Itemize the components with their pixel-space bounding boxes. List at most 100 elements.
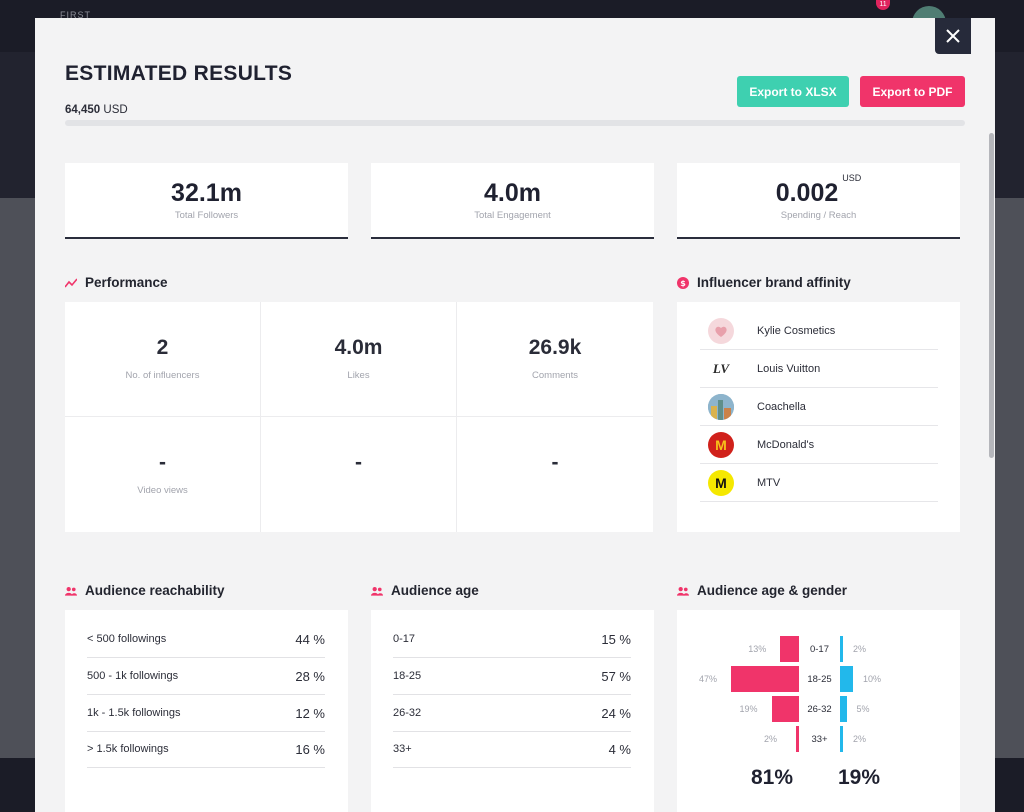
- female-pct-label: 2%: [764, 734, 778, 744]
- perf-value: 4.0m: [334, 336, 383, 359]
- budget-value: 64,450: [65, 104, 101, 116]
- brand-affinity-list: Kylie Cosmetics LV Louis Vuitton Coachel…: [677, 302, 960, 532]
- brand-row-kylie-cosmetics[interactable]: Kylie Cosmetics: [700, 312, 938, 350]
- brand-name: MTV: [757, 476, 781, 489]
- row-label: 18-25: [393, 670, 422, 682]
- female-bar: [771, 696, 799, 722]
- perf-label: No. of influencers: [125, 370, 200, 381]
- stat-value: 32.1m: [171, 179, 242, 207]
- male-pct-label: 10%: [863, 674, 882, 684]
- age-gender-heading: Audience age & gender: [677, 583, 847, 598]
- stat-label: Total Engagement: [474, 210, 551, 221]
- list-item: 0-17 15 %: [393, 621, 631, 658]
- stat-total-engagement: 4.0m Total Engagement: [371, 163, 654, 239]
- list-item: > 1.5k followings 16 %: [87, 731, 325, 768]
- list-item: 26-32 24 %: [393, 695, 631, 732]
- mtv-logo: M: [708, 469, 734, 496]
- row-label: 1k - 1.5k followings: [87, 707, 181, 719]
- row-value: 12 %: [295, 705, 325, 721]
- stat-unit: USD: [842, 173, 862, 183]
- perf-value: 2: [156, 336, 169, 359]
- perf-value: -: [355, 451, 362, 474]
- stat-value: 0.002: [775, 179, 839, 207]
- estimated-results-modal: ESTIMATED RESULTS 64,450 USD Export to X…: [35, 18, 995, 812]
- brand-row-mtv[interactable]: M MTV: [700, 464, 938, 502]
- row-value: 44 %: [295, 631, 325, 647]
- perf-cell-empty-1: -: [261, 417, 457, 532]
- perf-cell-empty-2: -: [457, 417, 653, 532]
- perf-label: Likes: [347, 370, 370, 381]
- perf-value: -: [551, 451, 559, 474]
- perf-value: -: [159, 451, 166, 474]
- perf-value: 26.9k: [528, 336, 582, 359]
- notification-badge: 11: [876, 0, 890, 10]
- row-label: < 500 followings: [87, 633, 167, 645]
- male-bar: [840, 636, 843, 662]
- female-bar: [731, 666, 799, 692]
- brand-affinity-title: Influencer brand affinity: [697, 275, 851, 290]
- coachella-logo: [708, 393, 734, 420]
- budget-summary: 64,450 USD: [65, 104, 128, 116]
- perf-cell-influencers: 2 No. of influencers: [65, 302, 261, 417]
- brand-name: Kylie Cosmetics: [757, 324, 836, 337]
- row-label: 26-32: [393, 707, 422, 719]
- export-pdf-button[interactable]: Export to PDF: [860, 76, 965, 107]
- modal-scrollbar[interactable]: [989, 133, 994, 458]
- female-total: 81%: [751, 766, 794, 789]
- list-item: < 500 followings 44 %: [87, 621, 325, 658]
- app-logo: FIRST: [60, 10, 91, 20]
- audience-age-list: 0-17 15 % 18-25 57 % 26-32 24 % 33+ 4 %: [371, 610, 654, 812]
- brand-row-coachella[interactable]: Coachella: [700, 388, 938, 426]
- list-item: 33+ 4 %: [393, 731, 631, 768]
- reachability-list: < 500 followings 44 % 500 - 1k followings…: [65, 610, 348, 812]
- kylie-cosmetics-logo: [708, 317, 734, 344]
- brand-name: McDonald's: [757, 438, 815, 451]
- female-pct-label: 47%: [699, 674, 718, 684]
- age-group-label: 26-32: [807, 704, 832, 715]
- performance-heading: Performance: [65, 275, 168, 290]
- age-group-label: 0-17: [809, 644, 829, 655]
- male-pct-label: 2%: [853, 734, 867, 744]
- male-pct-label: 5%: [856, 704, 870, 714]
- stat-label: Spending / Reach: [780, 210, 857, 221]
- close-button[interactable]: [935, 18, 971, 54]
- performance-title: Performance: [85, 275, 168, 290]
- close-icon: [946, 29, 960, 43]
- audience-age-title: Audience age: [391, 583, 479, 598]
- list-item: 18-25 57 %: [393, 658, 631, 695]
- brand-row-louis-vuitton[interactable]: LV Louis Vuitton: [700, 350, 938, 388]
- row-value: 57 %: [601, 668, 631, 684]
- brand-row-mcdonalds[interactable]: M McDonald's: [700, 426, 938, 464]
- list-item: 500 - 1k followings 28 %: [87, 658, 325, 695]
- row-value: 4 %: [608, 741, 631, 757]
- stat-spending-reach: 0.002USD Spending / Reach: [677, 163, 960, 239]
- reachability-heading: Audience reachability: [65, 583, 225, 598]
- reachability-title: Audience reachability: [85, 583, 225, 598]
- louis-vuitton-logo: LV: [708, 355, 734, 382]
- people-icon: [65, 585, 77, 597]
- row-label: > 1.5k followings: [87, 743, 169, 755]
- export-xlsx-button[interactable]: Export to XLSX: [737, 76, 849, 107]
- budget-progress-bar: [65, 120, 965, 126]
- stat-value: 4.0m: [484, 179, 541, 207]
- audience-age-heading: Audience age: [371, 583, 479, 598]
- brand-name: Coachella: [757, 400, 806, 413]
- row-value: 16 %: [295, 741, 325, 757]
- row-label: 500 - 1k followings: [87, 670, 179, 682]
- age-group-label: 33+: [811, 734, 828, 745]
- brand-name: Louis Vuitton: [757, 362, 821, 375]
- stat-label: Total Followers: [174, 210, 239, 221]
- trend-icon: [65, 277, 77, 289]
- perf-label: Comments: [532, 370, 578, 381]
- male-bar: [840, 696, 847, 722]
- row-label: 33+: [393, 743, 412, 755]
- people-icon: [371, 585, 383, 597]
- row-value: 15 %: [601, 631, 631, 647]
- row-value: 28 %: [295, 668, 325, 684]
- female-pct-label: 19%: [739, 704, 758, 714]
- female-bar: [780, 636, 799, 662]
- perf-cell-likes: 4.0m Likes: [261, 302, 457, 417]
- female-pct-label: 13%: [748, 644, 767, 654]
- row-value: 24 %: [601, 705, 631, 721]
- svg-text:$: $: [680, 279, 686, 288]
